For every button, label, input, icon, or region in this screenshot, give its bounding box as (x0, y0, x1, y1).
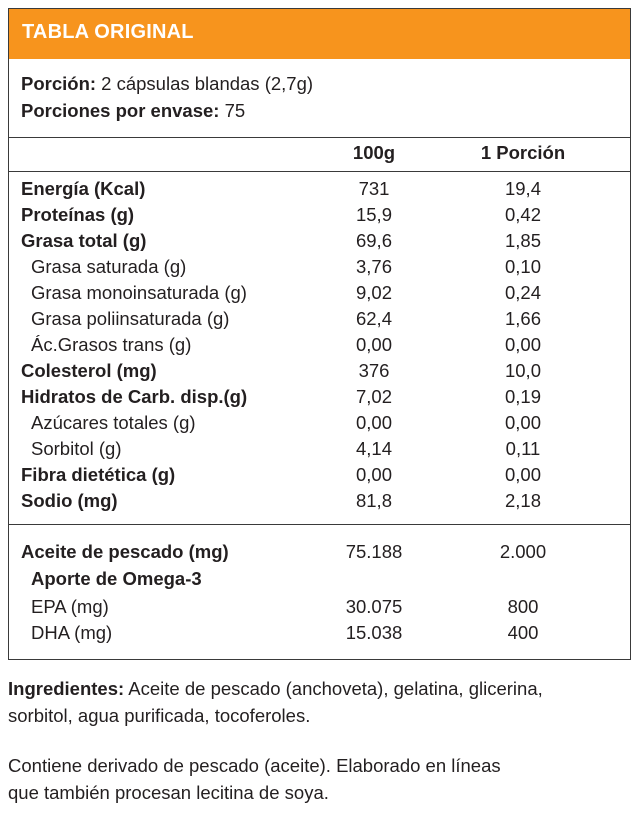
ingredients-line: sorbitol, agua purificada, tocoferoles. (8, 705, 311, 726)
nutrient-name: EPA (mg) (31, 596, 109, 617)
omega3-heading: Aporte de Omega-3 (31, 568, 202, 589)
value-100g: 0,00 (355, 464, 392, 485)
value-100g: 0,00 (355, 412, 392, 433)
nutrient-name: Grasa monoinsaturada (g) (31, 282, 247, 303)
omega3-heading-row: Aporte de Omega-3 (9, 566, 630, 592)
divider (9, 524, 630, 525)
allergen-line: que también procesan lecitina de soya. (8, 782, 329, 803)
allergen-notice: Contiene derivado de pescado (aceite). E… (8, 752, 634, 806)
value-100g: 75.188 (345, 541, 403, 562)
ingredients-label: Ingredientes: (8, 678, 125, 699)
dha-row: DHA (mg) 15.038 400 (9, 620, 630, 646)
value-portion: 1,66 (504, 308, 541, 329)
nutrient-name: Sorbitol (g) (31, 438, 122, 459)
nutrient-row: Colesterol (mg) 376 10,0 (9, 358, 630, 384)
value-portion: 2,18 (504, 490, 541, 511)
ingredients-text: Aceite de pescado (anchoveta), gelatina,… (124, 678, 543, 699)
serving-size: Porción: 2 cápsulas blandas (2,7g) (21, 73, 313, 95)
divider (9, 137, 630, 138)
ingredients: Ingredientes: Aceite de pescado (anchove… (8, 675, 634, 729)
nutrient-row: Grasa total (g) 69,6 1,85 (9, 228, 630, 254)
value-100g: 15,9 (355, 204, 392, 225)
allergen-line: Contiene derivado de pescado (aceite). E… (8, 755, 501, 776)
value-portion: 800 (507, 596, 539, 617)
servings-per-container: Porciones por envase: 75 (21, 100, 245, 122)
serving-size-value: 2 cápsulas blandas (2,7g) (96, 73, 314, 94)
value-100g: 731 (358, 178, 390, 199)
value-portion: 0,00 (504, 412, 541, 433)
value-portion: 1,85 (504, 230, 541, 251)
value-portion: 10,0 (504, 360, 541, 381)
value-portion: 400 (507, 622, 539, 643)
nutrient-row: Sodio (mg) 81,8 2,18 (9, 488, 630, 514)
fish-oil-row: Aceite de pescado (mg) 75.188 2.000 (9, 539, 630, 565)
nutrient-name: Energía (Kcal) (21, 178, 146, 199)
nutrient-name: Ác.Grasos trans (g) (31, 334, 192, 355)
nutrient-name: Hidratos de Carb. disp.(g) (21, 386, 248, 407)
value-100g: 4,14 (355, 438, 392, 459)
column-header-100g: 100g (352, 142, 396, 163)
ingredients-line: Ingredientes: Aceite de pescado (anchove… (8, 675, 634, 702)
value-100g: 0,00 (355, 334, 392, 355)
value-portion: 0,24 (504, 282, 541, 303)
nutrient-name: Azúcares totales (g) (31, 412, 196, 433)
value-100g: 3,76 (355, 256, 392, 277)
nutrient-row: Azúcares totales (g) 0,00 0,00 (9, 410, 630, 436)
nutrient-row: Energía (Kcal) 731 19,4 (9, 176, 630, 202)
serving-size-label: Porción: (21, 73, 97, 94)
nutrient-row: Sorbitol (g) 4,14 0,11 (9, 436, 630, 462)
nutrient-name: Proteínas (g) (21, 204, 135, 225)
nutrient-row: Proteínas (g) 15,9 0,42 (9, 202, 630, 228)
value-100g: 69,6 (355, 230, 392, 251)
divider (9, 171, 630, 172)
nutrition-table: TABLA ORIGINAL Porción: 2 cápsulas bland… (8, 8, 631, 660)
value-portion: 2.000 (499, 541, 547, 562)
nutrient-name: Grasa poliinsaturada (g) (31, 308, 230, 329)
value-portion: 0,00 (504, 464, 541, 485)
servings-per-container-value: 75 (219, 100, 246, 121)
nutrient-name: Sodio (mg) (21, 490, 118, 511)
nutrient-row: Hidratos de Carb. disp.(g) 7,02 0,19 (9, 384, 630, 410)
column-header-portion: 1 Porción (480, 142, 566, 163)
value-portion: 0,10 (504, 256, 541, 277)
nutrient-row: Grasa saturada (g) 3,76 0,10 (9, 254, 630, 280)
nutrient-row: Grasa poliinsaturada (g) 62,4 1,66 (9, 306, 630, 332)
value-portion: 0,11 (505, 438, 541, 459)
value-100g: 9,02 (355, 282, 392, 303)
value-portion: 0,19 (504, 386, 541, 407)
nutrient-name: Grasa saturada (g) (31, 256, 187, 277)
value-portion: 0,42 (504, 204, 541, 225)
value-100g: 62,4 (355, 308, 392, 329)
value-100g: 376 (358, 360, 390, 381)
servings-per-container-label: Porciones por envase: (21, 100, 220, 121)
value-portion: 19,4 (504, 178, 541, 199)
value-100g: 15.038 (345, 622, 403, 643)
nutrient-row: Ác.Grasos trans (g) 0,00 0,00 (9, 332, 630, 358)
table-title: TABLA ORIGINAL (22, 21, 194, 43)
value-portion: 0,00 (504, 334, 541, 355)
nutrient-name: DHA (mg) (31, 622, 113, 643)
column-headers: 100g 1 Porción (9, 140, 630, 166)
nutrient-name: Grasa total (g) (21, 230, 147, 251)
nutrient-name: Aceite de pescado (mg) (21, 541, 229, 562)
value-100g: 7,02 (355, 386, 392, 407)
nutrient-row: Fibra dietética (g) 0,00 0,00 (9, 462, 630, 488)
nutrient-name: Fibra dietética (g) (21, 464, 176, 485)
value-100g: 30.075 (345, 596, 403, 617)
value-100g: 81,8 (355, 490, 392, 511)
nutrient-row: Grasa monoinsaturada (g) 9,02 0,24 (9, 280, 630, 306)
nutrient-name: Colesterol (mg) (21, 360, 157, 381)
epa-row: EPA (mg) 30.075 800 (9, 594, 630, 620)
table-header: TABLA ORIGINAL (9, 9, 630, 59)
